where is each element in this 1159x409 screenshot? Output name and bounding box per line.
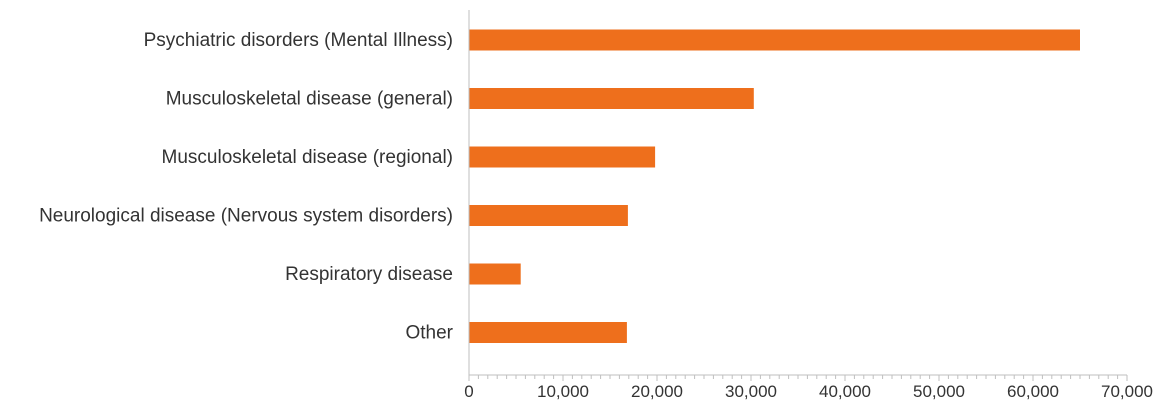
bar-2 — [469, 146, 656, 168]
category-label-1: Musculoskeletal disease (general) — [166, 89, 453, 110]
bar-3 — [469, 205, 628, 226]
category-label-3: Neurological disease (Nervous system dis… — [39, 206, 453, 227]
category-label-2: Musculoskeletal disease (regional) — [162, 147, 453, 168]
bar-1 — [469, 88, 754, 109]
bar-0 — [469, 29, 1080, 51]
x-ticks-group: 0 10,000 20,000 30,000 40,000 50,000 60,000 70,… — [464, 375, 1153, 401]
x-tick-label-6: 60,000 — [1007, 382, 1059, 401]
bar-4 — [469, 263, 521, 285]
x-tick-label-7: 70,000 — [1101, 382, 1153, 401]
x-tick-label-5: 50,000 — [913, 382, 965, 401]
x-tick-label-1: 10,000 — [537, 382, 589, 401]
x-tick-label-3: 30,000 — [725, 382, 777, 401]
x-tick-label-4: 40,000 — [819, 382, 871, 401]
axes-group — [468, 10, 1127, 379]
x-tick-label-0: 0 — [464, 382, 473, 401]
bar-5 — [469, 322, 627, 343]
category-label-4: Respiratory disease — [285, 264, 453, 285]
category-labels: Psychiatric disorders (Mental Illness) Mu… — [39, 30, 454, 344]
category-label-5: Other — [405, 323, 453, 344]
bars-group — [469, 29, 1080, 343]
category-label-0: Psychiatric disorders (Mental Illness) — [144, 30, 453, 51]
x-tick-label-2: 20,000 — [631, 382, 683, 401]
